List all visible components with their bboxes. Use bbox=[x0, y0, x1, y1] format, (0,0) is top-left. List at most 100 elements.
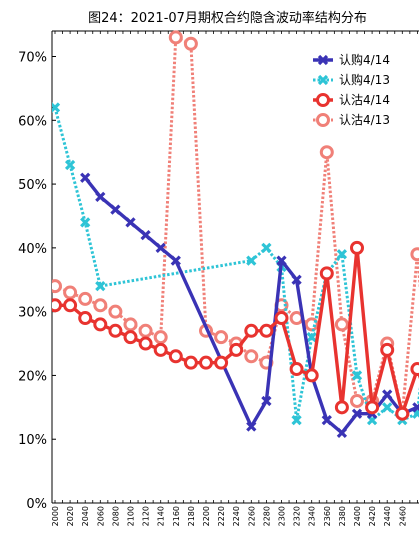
data-point bbox=[80, 217, 91, 228]
data-point bbox=[410, 247, 419, 262]
data-point bbox=[170, 255, 181, 266]
series-line bbox=[83, 176, 419, 435]
data-point bbox=[291, 274, 302, 285]
data-point bbox=[316, 113, 330, 127]
data-point bbox=[95, 281, 106, 292]
chart-title: 图24：2021-07月期权合约隐含波动率结构分布 bbox=[88, 11, 367, 26]
x-tick-label: 2340 bbox=[308, 506, 317, 526]
data-point bbox=[246, 421, 257, 432]
data-point bbox=[52, 298, 62, 313]
data-point bbox=[306, 332, 317, 343]
data-point bbox=[229, 342, 244, 357]
y-tick-label: 10% bbox=[18, 433, 47, 448]
x-tick-label: 2180 bbox=[187, 506, 196, 526]
data-point bbox=[350, 393, 364, 408]
x-tick-label: 2360 bbox=[323, 506, 332, 526]
legend: 认购4/14 认购4/13 认沽4/14 认沽4/13 bbox=[313, 52, 390, 127]
data-point bbox=[125, 217, 136, 228]
x-tick-label: 2320 bbox=[293, 506, 302, 526]
data-point bbox=[108, 304, 123, 319]
data-point bbox=[382, 402, 393, 413]
data-point bbox=[155, 242, 166, 253]
data-point bbox=[365, 400, 380, 415]
data-point bbox=[214, 330, 229, 345]
y-tick-label: 50% bbox=[18, 178, 47, 193]
data-point bbox=[274, 311, 289, 326]
x-tick-label: 2380 bbox=[338, 506, 347, 526]
data-point bbox=[80, 172, 91, 183]
data-point bbox=[261, 395, 272, 407]
data-point bbox=[153, 330, 168, 345]
data-point bbox=[291, 414, 302, 426]
data-point bbox=[319, 266, 334, 281]
data-point bbox=[123, 330, 138, 345]
data-point bbox=[334, 317, 349, 332]
data-point bbox=[395, 406, 410, 421]
data-point bbox=[52, 279, 62, 294]
data-point bbox=[261, 242, 272, 253]
x-tick-label: 2160 bbox=[172, 506, 181, 526]
y-tick-label: 20% bbox=[18, 369, 47, 384]
data-point bbox=[93, 298, 108, 313]
data-point bbox=[351, 408, 363, 419]
data-point bbox=[52, 102, 61, 113]
data-point bbox=[244, 323, 259, 338]
x-tick-label: 2000 bbox=[51, 506, 60, 526]
data-point bbox=[199, 355, 213, 370]
x-tick-label: 2140 bbox=[157, 506, 166, 526]
data-point bbox=[138, 336, 153, 351]
x-tick-label: 2060 bbox=[96, 506, 105, 526]
data-point bbox=[380, 342, 395, 357]
series-2 bbox=[52, 102, 419, 426]
data-point bbox=[63, 285, 78, 300]
y-tick-label: 30% bbox=[18, 306, 47, 321]
x-tick-label: 2400 bbox=[353, 506, 362, 526]
data-point bbox=[95, 191, 106, 202]
data-point bbox=[350, 240, 364, 255]
data-point bbox=[110, 204, 121, 215]
data-point bbox=[259, 323, 274, 338]
data-point bbox=[140, 229, 151, 241]
data-point bbox=[168, 30, 183, 45]
data-point bbox=[138, 323, 153, 338]
y-tick-label: 40% bbox=[18, 242, 47, 257]
x-tick-label: 2040 bbox=[81, 506, 90, 526]
series-3 bbox=[52, 240, 419, 421]
data-point bbox=[168, 349, 183, 364]
plot-area bbox=[52, 30, 419, 438]
data-point bbox=[289, 362, 304, 377]
data-point bbox=[336, 249, 348, 260]
data-point bbox=[410, 362, 419, 377]
data-point bbox=[276, 255, 287, 266]
x-tick-label: 2100 bbox=[127, 506, 136, 526]
legend-label: 认购4/13 bbox=[339, 72, 390, 87]
series-4 bbox=[52, 30, 419, 421]
legend-label: 认沽4/13 bbox=[339, 113, 390, 127]
data-point bbox=[321, 414, 332, 426]
data-point bbox=[153, 342, 168, 357]
x-tick-label: 2260 bbox=[247, 506, 256, 526]
data-point bbox=[334, 400, 349, 415]
data-point bbox=[317, 54, 329, 66]
x-tick-label: 2280 bbox=[262, 506, 271, 526]
data-point bbox=[382, 389, 393, 400]
data-point bbox=[183, 36, 198, 51]
x-tick-label: 2220 bbox=[217, 506, 226, 526]
data-point bbox=[316, 93, 330, 107]
data-point bbox=[319, 145, 334, 160]
data-point bbox=[244, 349, 259, 364]
data-point bbox=[317, 74, 329, 86]
data-point bbox=[123, 317, 138, 332]
data-point bbox=[64, 159, 76, 171]
data-point bbox=[183, 355, 198, 370]
series-line bbox=[53, 107, 419, 422]
x-tick-label: 2460 bbox=[398, 506, 407, 526]
data-point bbox=[214, 355, 229, 370]
data-point bbox=[78, 291, 93, 306]
data-point bbox=[412, 402, 419, 413]
data-point bbox=[78, 311, 93, 326]
y-tick-label: 0% bbox=[26, 497, 47, 512]
x-tick-label: 2420 bbox=[368, 506, 377, 526]
data-point bbox=[336, 427, 348, 438]
